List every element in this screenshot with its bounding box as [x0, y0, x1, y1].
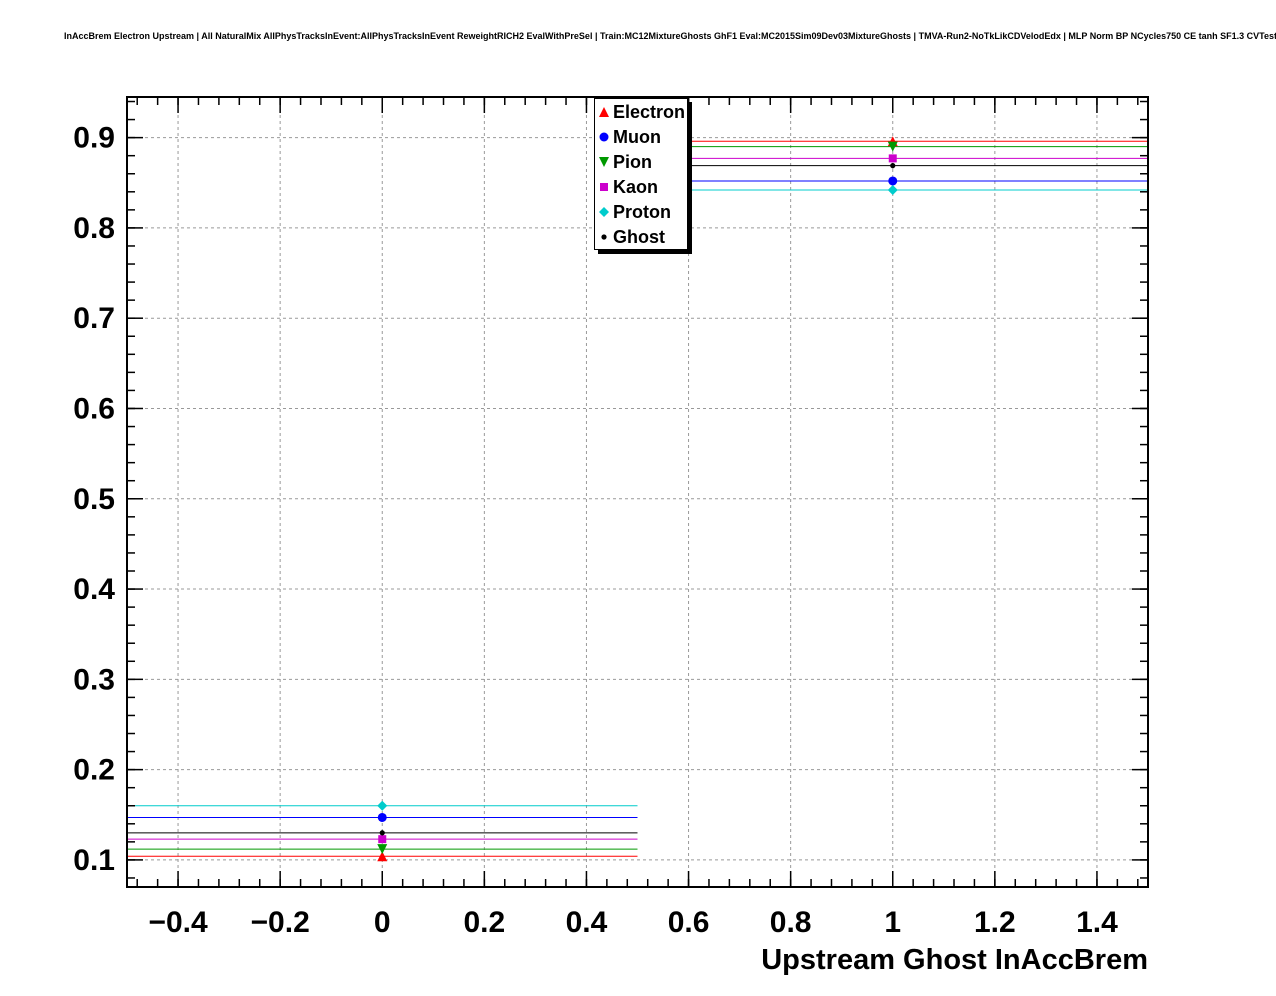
- legend-item-proton: Proton: [595, 199, 687, 224]
- legend-label: Electron: [613, 101, 686, 122]
- x-tick-label: 0.2: [463, 906, 505, 939]
- series-kaon: [127, 154, 1148, 844]
- legend-item-pion: Pion: [595, 149, 687, 174]
- y-tick-label: 0.6: [73, 392, 115, 425]
- diamond-marker-icon: [595, 204, 613, 220]
- x-tick-label: −0.2: [251, 906, 310, 939]
- x-tick-label: 0.8: [770, 906, 812, 939]
- x-tick-label: 1.4: [1076, 906, 1118, 939]
- triangle-up-marker-icon: [595, 104, 613, 120]
- y-tick-label: 0.3: [73, 663, 115, 696]
- square-marker-icon: [595, 179, 613, 195]
- x-tick-label: −0.4: [148, 906, 208, 939]
- circle-marker-icon: [595, 129, 613, 145]
- legend-box: Electron Muon Pion Kaon Proton Ghost: [594, 98, 688, 250]
- plot-frame: [126, 96, 1149, 888]
- series-proton: [127, 184, 1148, 811]
- plot-title: InAccBrem Electron Upstream | All Natura…: [64, 31, 1276, 41]
- x-tick-label: 0.6: [668, 906, 710, 939]
- y-tick-label: 0.4: [73, 573, 115, 606]
- legend-label: Kaon: [613, 176, 658, 197]
- x-axis-title: Upstream Ghost InAccBrem: [761, 944, 1148, 976]
- y-tick-label: 0.9: [73, 122, 115, 155]
- x-tick-label: 0: [374, 906, 391, 939]
- x-tick-label: 1: [884, 906, 901, 939]
- x-tick-label: 1.2: [974, 906, 1016, 939]
- legend-item-kaon: Kaon: [595, 174, 687, 199]
- series-pion: [127, 141, 1148, 855]
- series-ghost: [127, 162, 1148, 836]
- y-tick-label: 0.7: [73, 302, 115, 335]
- triangle-down-marker-icon: [595, 154, 613, 170]
- legend-item-electron: Electron: [595, 99, 687, 124]
- dot-marker-icon: [595, 229, 613, 245]
- tick-labels: −0.4 −0.2 0 0.2 0.4 0.6 0.8 1 1.2 1.4 0.1 0.2 0.3 0.4…: [73, 122, 1118, 939]
- legend-label: Muon: [613, 126, 661, 147]
- series-muon: [127, 176, 1148, 822]
- legend-item-ghost: Ghost: [595, 224, 687, 249]
- series-electron: [127, 136, 1148, 862]
- legend-label: Proton: [613, 201, 671, 222]
- legend-label: Ghost: [613, 226, 665, 247]
- x-tick-label: 0.4: [566, 906, 608, 939]
- y-tick-label: 0.2: [73, 754, 115, 787]
- y-tick-label: 0.1: [73, 844, 115, 877]
- y-tick-label: 0.8: [73, 212, 115, 245]
- y-tick-label: 0.5: [73, 483, 115, 516]
- legend-label: Pion: [613, 151, 652, 172]
- legend-item-muon: Muon: [595, 124, 687, 149]
- axis-ticks: [127, 97, 1148, 887]
